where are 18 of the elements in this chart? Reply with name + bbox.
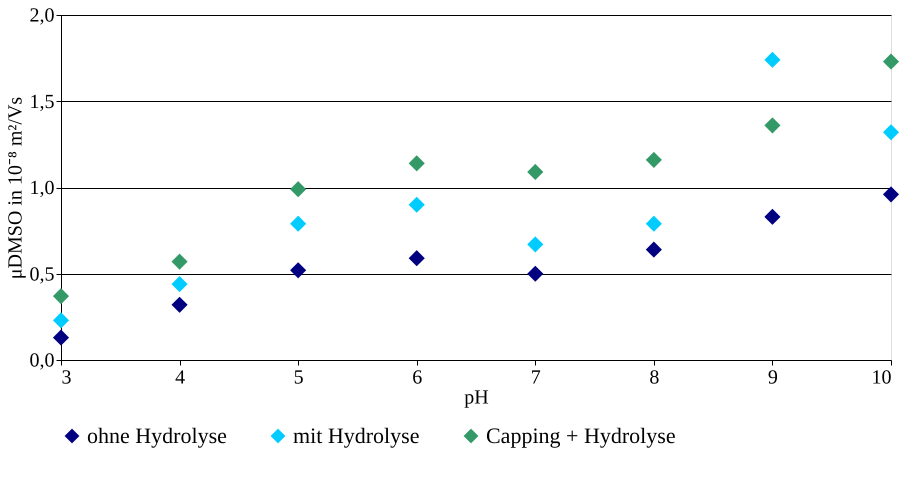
y-tick-label: 1,0 <box>30 177 54 199</box>
x-axis-title: pH <box>464 386 489 408</box>
legend-label: Capping + Hydrolyse <box>486 423 676 448</box>
x-tick-label: 8 <box>649 366 660 388</box>
y-tick-label: 0,5 <box>30 263 54 286</box>
y-tick-label: 0,0 <box>30 350 54 372</box>
y-axis-title: μDMSO in 10⁻⁸ m²/Vs <box>4 96 26 280</box>
x-tick-label: 10 <box>872 366 892 388</box>
y-tick-label: 1,5 <box>30 90 54 113</box>
x-tick-label: 3 <box>62 366 72 388</box>
x-tick-label: 7 <box>530 366 541 388</box>
x-tick-label: 9 <box>768 366 778 388</box>
x-tick-label: 5 <box>294 366 304 388</box>
x-tick-label: 6 <box>412 366 422 388</box>
x-tick-label: 4 <box>175 366 186 388</box>
legend-label: mit Hydrolyse <box>293 423 420 448</box>
legend-label: ohne Hydrolyse <box>87 423 227 448</box>
y-tick-label: 2,0 <box>30 4 54 26</box>
